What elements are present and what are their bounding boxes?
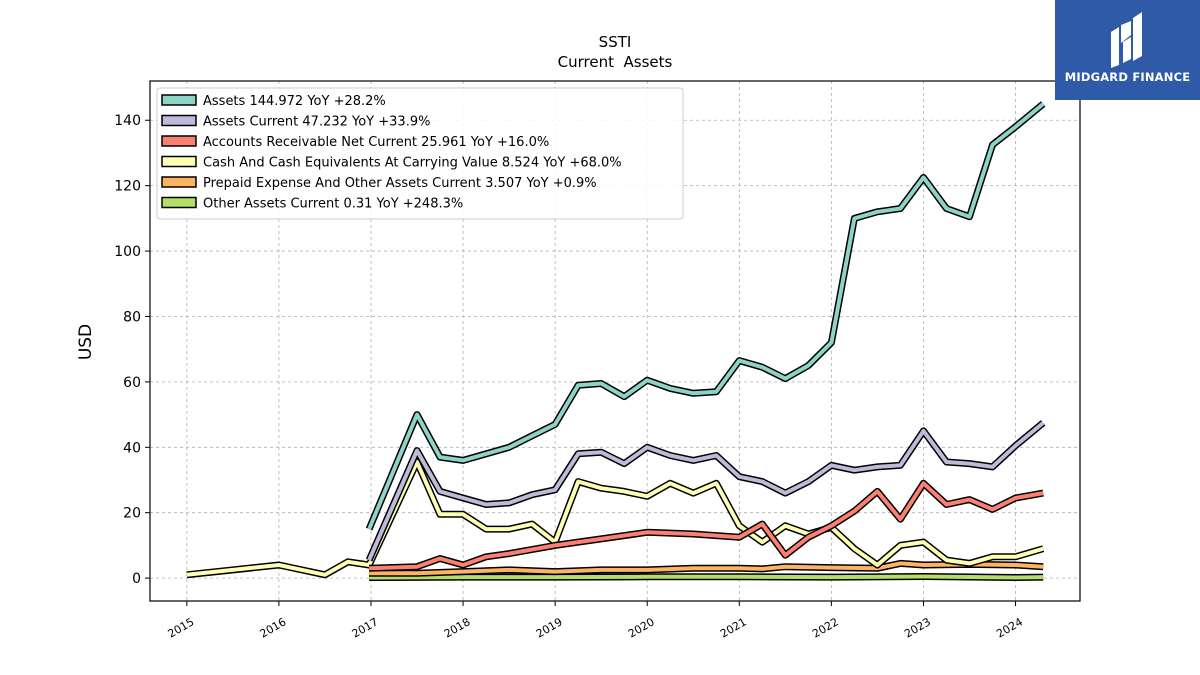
series-line [369,574,1044,580]
legend: Assets 144.972 YoY +28.2% Assets Current … [156,87,684,220]
series-line [367,102,1045,530]
chart-subtitle: Current Assets [558,53,673,71]
series-line [186,460,1044,577]
y-tick-label: 100 [114,244,141,260]
y-tick-label: 0 [132,571,141,587]
series-line [369,561,1044,576]
x-tick-label: 2016 [258,615,289,640]
x-tick-label: 2022 [810,615,841,640]
x-tick-label: 2017 [350,615,381,640]
legend-swatch [161,94,197,106]
chart-title: SSTI [599,33,632,51]
legend-label: Accounts Receivable Net Current 25.961 Y… [203,135,549,150]
legend-swatch [161,176,197,188]
y-tick-label: 120 [114,179,141,195]
legend-swatch [161,155,197,168]
y-tick-label: 20 [123,506,141,522]
x-tick-label: 2024 [994,615,1025,640]
x-tick-label: 2015 [166,615,197,640]
logo-text: MIDGARD FINANCE [1064,70,1191,84]
legend-label: Other Assets Current 0.31 YoY +248.3% [203,197,463,212]
y-tick-label: 80 [123,309,141,325]
legend-label: Assets 144.972 YoY +28.2% [203,94,386,109]
legend-swatch [161,135,197,147]
plot-frame [149,80,1081,602]
midgard-finance-logo: MIDGARD FINANCE [1055,0,1200,100]
x-tick-label: 2018 [442,615,473,640]
x-tick-label: 2023 [902,615,933,640]
x-tick-label: 2020 [626,615,657,640]
legend-box [156,87,684,220]
logo-mark-icon [1111,12,1142,68]
series-line [367,421,1045,561]
series-outline [186,458,1045,579]
y-tick-label: 140 [114,113,141,129]
legend-label: Assets Current 47.232 YoY +33.9% [203,115,430,130]
y-axis-label: USD [76,324,96,360]
x-tick-label: 2021 [718,615,749,640]
y-tick-label: 60 [123,375,141,391]
legend-label: Prepaid Expense And Other Assets Current… [203,176,597,191]
legend-label: Cash And Cash Equivalents At Carrying Va… [203,156,622,171]
x-tick-label: 2019 [534,615,565,640]
y-tick-label: 40 [123,440,141,456]
series-outline [365,420,1046,562]
series-line [369,481,1044,571]
legend-swatch [161,196,197,209]
legend-swatch [161,114,197,127]
